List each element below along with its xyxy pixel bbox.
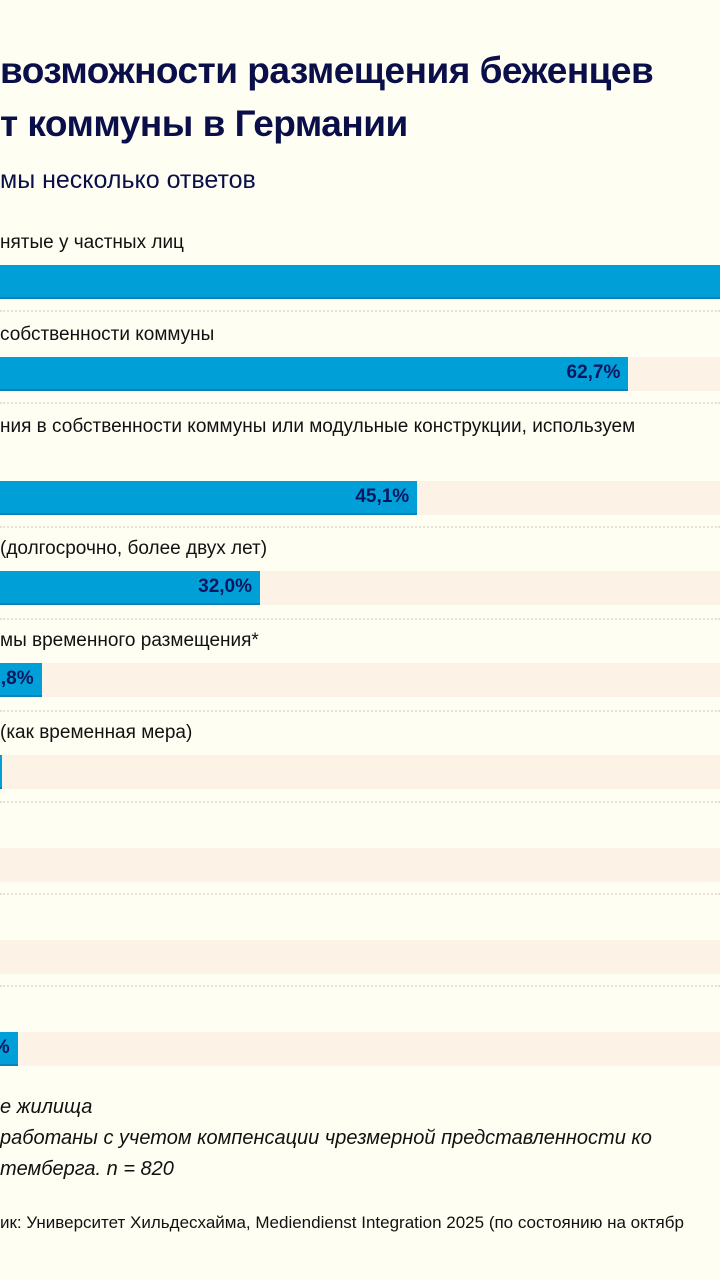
bar-track xyxy=(0,940,720,974)
row-separator xyxy=(0,402,720,404)
category-label: (как временная мера) xyxy=(0,722,193,743)
bar-track xyxy=(0,755,720,789)
category-label: нятые у частных лиц xyxy=(0,232,184,253)
chart-subtitle: мы несколько ответов xyxy=(0,166,256,194)
bar xyxy=(0,755,2,789)
row-separator xyxy=(0,310,720,312)
footnote-line-3: темберга. n = 820 xyxy=(0,1158,174,1180)
category-label: (долгосрочно, более двух лет) xyxy=(0,538,268,559)
row-separator xyxy=(0,710,720,712)
bar-track xyxy=(0,1032,720,1066)
row-separator xyxy=(0,801,720,803)
bar: 32,0% xyxy=(0,571,260,605)
bar: 45,1% xyxy=(0,481,418,515)
value-label: ,8% xyxy=(0,668,34,689)
chart-title-line-2: т коммуны в Германии xyxy=(0,103,408,144)
row-separator xyxy=(0,985,720,987)
row-separator xyxy=(0,526,720,528)
bar-track xyxy=(0,663,720,697)
footnote-line-1: е жилища xyxy=(0,1096,93,1118)
value-label: 62,7% xyxy=(566,362,621,383)
category-label: мы временного размещения* xyxy=(0,630,259,651)
bar-track xyxy=(0,848,720,882)
bar: 62,7% xyxy=(0,357,629,391)
value-label: 45,1% xyxy=(355,486,410,507)
chart-title-line-1: возможности размещения беженцев xyxy=(0,50,654,91)
bar: ,8% xyxy=(0,663,42,697)
source-note: ик: Университет Хильдесхайма, Mediendien… xyxy=(0,1213,684,1232)
category-label: собственности коммуны xyxy=(0,324,215,345)
value-label: % xyxy=(0,1037,10,1059)
bar xyxy=(0,265,720,299)
value-label: 32,0% xyxy=(198,576,252,597)
row-separator xyxy=(0,618,720,620)
bar: % xyxy=(0,1032,18,1066)
category-label: ния в собственности коммуны или модульны… xyxy=(0,416,636,437)
footnote-line-2: работаны с учетом компенсации чрезмерной… xyxy=(0,1127,652,1149)
row-separator xyxy=(0,893,720,895)
